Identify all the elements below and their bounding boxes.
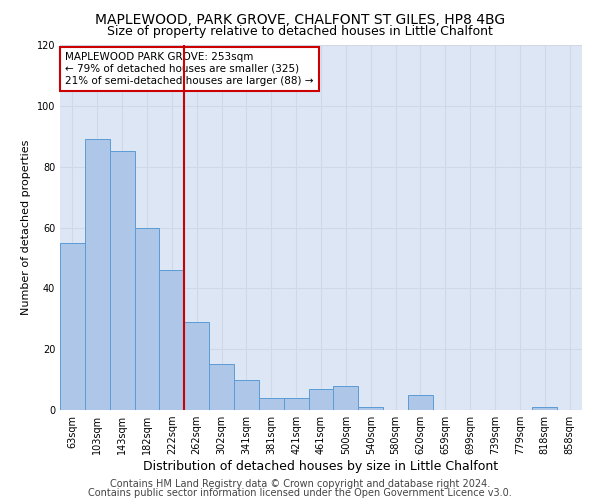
Bar: [85, 140, 110, 410]
Bar: [209, 364, 234, 410]
Bar: [234, 380, 259, 410]
Y-axis label: Number of detached properties: Number of detached properties: [21, 140, 31, 315]
Bar: [160, 270, 184, 410]
Text: MAPLEWOOD, PARK GROVE, CHALFONT ST GILES, HP8 4BG: MAPLEWOOD, PARK GROVE, CHALFONT ST GILES…: [95, 12, 505, 26]
Bar: [284, 398, 308, 410]
Bar: [134, 228, 160, 410]
Bar: [308, 388, 334, 410]
Bar: [60, 242, 85, 410]
Bar: [358, 407, 383, 410]
Bar: [408, 395, 433, 410]
Bar: [334, 386, 358, 410]
Bar: [259, 398, 284, 410]
Bar: [532, 407, 557, 410]
Text: MAPLEWOOD PARK GROVE: 253sqm
← 79% of detached houses are smaller (325)
21% of s: MAPLEWOOD PARK GROVE: 253sqm ← 79% of de…: [65, 52, 314, 86]
X-axis label: Distribution of detached houses by size in Little Chalfont: Distribution of detached houses by size …: [143, 460, 499, 473]
Bar: [110, 152, 134, 410]
Text: Size of property relative to detached houses in Little Chalfont: Size of property relative to detached ho…: [107, 25, 493, 38]
Text: Contains public sector information licensed under the Open Government Licence v3: Contains public sector information licen…: [88, 488, 512, 498]
Bar: [184, 322, 209, 410]
Text: Contains HM Land Registry data © Crown copyright and database right 2024.: Contains HM Land Registry data © Crown c…: [110, 479, 490, 489]
